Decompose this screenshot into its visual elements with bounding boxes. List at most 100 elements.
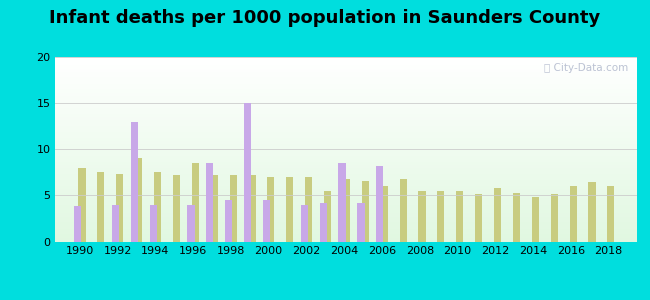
Bar (55, 72, 637, 73)
Bar (55, 210, 637, 211)
Bar (55, 157, 637, 158)
Bar (55, 196, 637, 197)
Bar (55, 215, 637, 216)
Bar (55, 225, 637, 226)
Bar (131, 122, 138, 242)
Bar (55, 153, 637, 154)
Bar (55, 218, 637, 219)
Bar (55, 175, 637, 176)
Bar (187, 205, 194, 242)
Bar (55, 84, 637, 85)
Bar (55, 78, 637, 79)
Bar (305, 177, 312, 242)
Bar (55, 194, 637, 195)
Bar (98, 172, 105, 242)
Bar (362, 181, 369, 242)
Bar (55, 240, 637, 241)
Bar (55, 101, 637, 102)
Bar (154, 172, 161, 242)
Bar (229, 175, 237, 242)
Bar (55, 216, 637, 217)
Bar (55, 167, 637, 168)
Bar (55, 190, 637, 191)
Bar (569, 186, 577, 242)
Bar (55, 186, 637, 187)
Bar (55, 104, 637, 105)
Bar (55, 212, 637, 213)
Bar (55, 226, 637, 227)
Bar (301, 205, 308, 242)
Bar (192, 163, 199, 242)
Bar (55, 197, 637, 198)
Bar (494, 188, 501, 242)
Bar (55, 193, 637, 194)
Bar (173, 175, 180, 242)
Bar (324, 191, 331, 242)
Bar (55, 94, 637, 95)
Bar (267, 177, 274, 242)
Bar (55, 208, 637, 209)
Bar (55, 188, 637, 189)
Bar (55, 239, 637, 240)
Bar (55, 202, 637, 203)
Bar (55, 136, 637, 137)
Bar (55, 174, 637, 175)
Bar (244, 103, 251, 242)
Bar (55, 144, 637, 145)
Bar (55, 195, 637, 196)
Bar (513, 193, 520, 242)
Bar (55, 85, 637, 86)
Bar (55, 93, 637, 94)
Bar (55, 133, 637, 134)
Bar (55, 138, 637, 139)
Bar (55, 169, 637, 170)
Bar (55, 235, 637, 236)
Bar (55, 65, 637, 66)
Bar (55, 114, 637, 115)
Bar (55, 118, 637, 119)
Bar (55, 81, 637, 82)
Bar (55, 241, 637, 242)
Bar (55, 67, 637, 68)
Bar (376, 166, 384, 242)
Bar (55, 201, 637, 202)
Bar (55, 74, 637, 75)
Bar (55, 142, 637, 143)
Bar (55, 108, 637, 109)
Bar (248, 175, 255, 242)
Bar (55, 76, 637, 77)
Bar (343, 179, 350, 242)
Bar (55, 221, 637, 222)
Bar (400, 179, 407, 242)
Bar (55, 62, 637, 64)
Bar (607, 186, 614, 242)
Bar (55, 96, 637, 97)
Bar (55, 91, 637, 92)
Bar (286, 177, 293, 242)
Bar (55, 154, 637, 155)
Bar (55, 150, 637, 151)
Bar (55, 82, 637, 83)
Bar (55, 183, 637, 184)
Bar (55, 206, 637, 207)
Bar (55, 185, 637, 186)
Bar (55, 100, 637, 101)
Bar (55, 121, 637, 122)
Bar (263, 200, 270, 242)
Bar (55, 77, 637, 78)
Bar (55, 211, 637, 212)
Text: Infant deaths per 1000 population in Saunders County: Infant deaths per 1000 population in Sau… (49, 9, 601, 27)
Bar (55, 199, 637, 200)
Bar (55, 69, 637, 70)
Text: ⓘ City-Data.com: ⓘ City-Data.com (544, 62, 629, 73)
Bar (55, 135, 637, 136)
Bar (55, 156, 637, 157)
Bar (112, 205, 119, 242)
Bar (55, 83, 637, 84)
Bar (55, 205, 637, 206)
Bar (55, 179, 637, 180)
Bar (55, 171, 637, 172)
Bar (55, 134, 637, 135)
Bar (55, 119, 637, 120)
Bar (55, 110, 637, 111)
